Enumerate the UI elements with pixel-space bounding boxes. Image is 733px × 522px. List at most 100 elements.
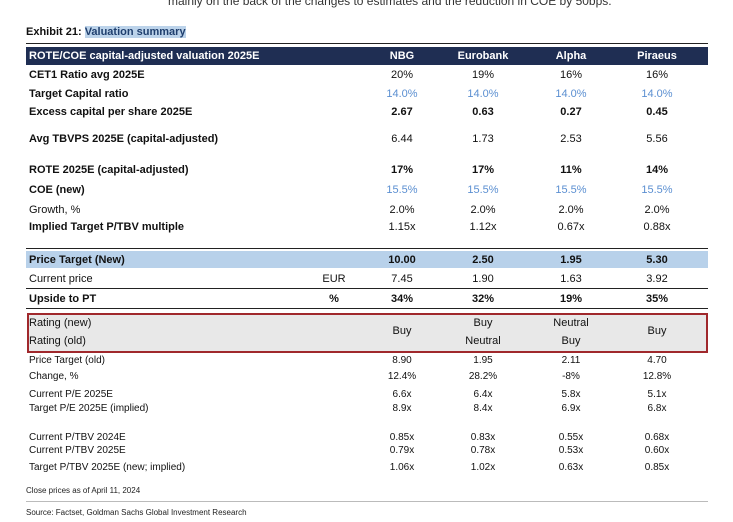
cell-eurobank: 1.95	[473, 355, 493, 366]
cell-piraeus: 0.45	[646, 106, 668, 118]
row-label: COE (new)	[29, 184, 85, 196]
table-row: Price Target (New) 10.00 2.50 1.95 5.30	[26, 252, 708, 268]
cell-eurobank: 19%	[471, 69, 495, 81]
exhibit-name: Valuation summary	[84, 26, 186, 38]
header-nbg: NBG	[389, 50, 415, 62]
table-row: Change, % 12.4% 28.2% -8% 12.8%	[26, 369, 708, 385]
cell-piraeus: 35%	[645, 293, 669, 305]
unit-label: %	[329, 293, 339, 305]
cell-alpha: 0.27	[560, 106, 582, 118]
cell-piraeus: 5.30	[646, 254, 668, 266]
cell-nbg: 0.79x	[389, 445, 415, 456]
cell-alpha: 11%	[560, 164, 582, 176]
cell-eurobank: 2.50	[472, 254, 494, 266]
cell-nbg: 0.85x	[389, 432, 415, 443]
row-label: Current price	[29, 273, 93, 285]
cell-alpha: 2.0%	[558, 204, 584, 216]
table-row: Excess capital per share 2025E 2.67 0.63…	[26, 104, 708, 120]
cell-nbg: 2.0%	[389, 204, 415, 216]
cell-piraeus: Buy	[647, 325, 667, 337]
table-row: Avg TBVPS 2025E (capital-adjusted) 6.44 …	[26, 131, 708, 147]
cell-alpha: 2.11	[561, 355, 581, 366]
cell-alpha: Neutral	[553, 317, 589, 329]
row-label: Current P/TBV 2025E	[29, 445, 126, 456]
merged-rating-row: Buy Buy	[26, 323, 708, 339]
table-row: Current P/E 2025E 6.6x 6.4x 5.8x 5.1x	[26, 387, 708, 403]
cell-eurobank: Neutral	[465, 335, 501, 347]
cell-piraeus: 14%	[645, 164, 669, 176]
cell-nbg: Buy	[392, 325, 412, 337]
table-header: ROTE/COE capital-adjusted valuation 2025…	[26, 47, 708, 65]
row-label: ROTE 2025E (capital-adjusted)	[29, 164, 189, 176]
price-target-band	[26, 251, 708, 268]
cell-nbg: 8.9x	[392, 403, 412, 414]
cell-alpha: 0.53x	[558, 445, 584, 456]
table-row: Price Target (old) 8.90 1.95 2.11 4.70	[26, 353, 708, 369]
cell-alpha: 0.63x	[558, 462, 584, 473]
cell-eurobank: 15.5%	[467, 184, 499, 196]
cell-eurobank: 0.83x	[470, 432, 496, 443]
table-row: Current P/TBV 2024E 0.85x 0.83x 0.55x 0.…	[26, 430, 708, 446]
row-label: Target Capital ratio	[29, 88, 129, 100]
header-alpha: Alpha	[555, 50, 587, 62]
footer-rule	[26, 501, 708, 502]
cell-eurobank: 1.90	[472, 273, 494, 285]
table-row: Target P/E 2025E (implied) 8.9x 8.4x 6.9…	[26, 401, 708, 417]
table-row: Target Capital ratio 14.0% 14.0% 14.0% 1…	[26, 86, 708, 102]
header-piraeus: Piraeus	[637, 50, 677, 62]
cell-eurobank: 14.0%	[467, 88, 499, 100]
source-note: Source: Factset, Goldman Sachs Global In…	[26, 508, 247, 517]
cell-piraeus: 16%	[645, 69, 669, 81]
header-label: ROTE/COE capital-adjusted valuation 2025…	[29, 50, 260, 62]
cell-eurobank: 0.78x	[470, 445, 496, 456]
cell-nbg: 1.06x	[389, 462, 415, 473]
cell-nbg: 2.67	[391, 106, 413, 118]
row-label: Current P/TBV 2024E	[29, 432, 126, 443]
cell-piraeus: 0.60x	[644, 445, 670, 456]
cell-alpha: 6.9x	[561, 403, 581, 414]
cell-nbg: 17%	[390, 164, 414, 176]
row-label: Upside to PT	[29, 293, 97, 305]
cell-nbg: 34%	[390, 293, 414, 305]
cell-eurobank: 32%	[471, 293, 495, 305]
row-label: Change, %	[29, 371, 79, 382]
cell-alpha: 19%	[559, 293, 583, 305]
cell-piraeus: 4.70	[647, 355, 667, 366]
table-row: Growth, % 2.0% 2.0% 2.0% 2.0%	[26, 202, 708, 218]
row-label: Growth, %	[29, 204, 81, 216]
section-rule	[26, 308, 708, 309]
cell-alpha: 15.5%	[555, 184, 587, 196]
row-label: Excess capital per share 2025E	[29, 106, 193, 118]
table-row: Upside to PT % 34% 32% 19% 35%	[26, 291, 708, 307]
cell-nbg: 12.4%	[387, 371, 417, 382]
cell-alpha: 1.95	[560, 254, 582, 266]
top-rule	[26, 43, 708, 44]
cell-piraeus: 0.85x	[644, 462, 670, 473]
section-rule	[26, 248, 708, 249]
cell-nbg: 15.5%	[386, 184, 418, 196]
table-row: CET1 Ratio avg 2025E 20% 19% 16% 16%	[26, 67, 708, 83]
row-label: Target P/E 2025E (implied)	[29, 403, 149, 414]
cell-nbg: 6.6x	[392, 389, 412, 400]
cell-piraeus: 0.68x	[644, 432, 670, 443]
row-label: Rating (old)	[29, 335, 86, 347]
cell-alpha: 14.0%	[555, 88, 587, 100]
table-row: ROTE 2025E (capital-adjusted) 17% 17% 11…	[26, 162, 708, 178]
cell-piraeus: 15.5%	[641, 184, 673, 196]
cell-eurobank: 1.02x	[470, 462, 496, 473]
row-label: Target P/TBV 2025E (new; implied)	[29, 462, 186, 473]
section-rule	[26, 288, 708, 289]
cell-alpha: 0.67x	[557, 221, 585, 233]
cell-alpha: -8%	[562, 371, 580, 382]
cell-eurobank: 1.73	[472, 133, 494, 145]
row-label: Price Target (New)	[29, 254, 125, 266]
cell-piraeus: 5.56	[646, 133, 668, 145]
header-eurobank: Eurobank	[457, 50, 509, 62]
cell-eurobank: 6.4x	[473, 389, 493, 400]
cell-alpha: Buy	[561, 335, 581, 347]
cell-nbg: 20%	[390, 69, 414, 81]
preceding-paragraph-text: mainly on the back of the changes to est…	[168, 0, 612, 8]
cell-alpha: 0.55x	[558, 432, 584, 443]
cell-alpha: 1.63	[560, 273, 582, 285]
cell-nbg: 14.0%	[386, 88, 418, 100]
